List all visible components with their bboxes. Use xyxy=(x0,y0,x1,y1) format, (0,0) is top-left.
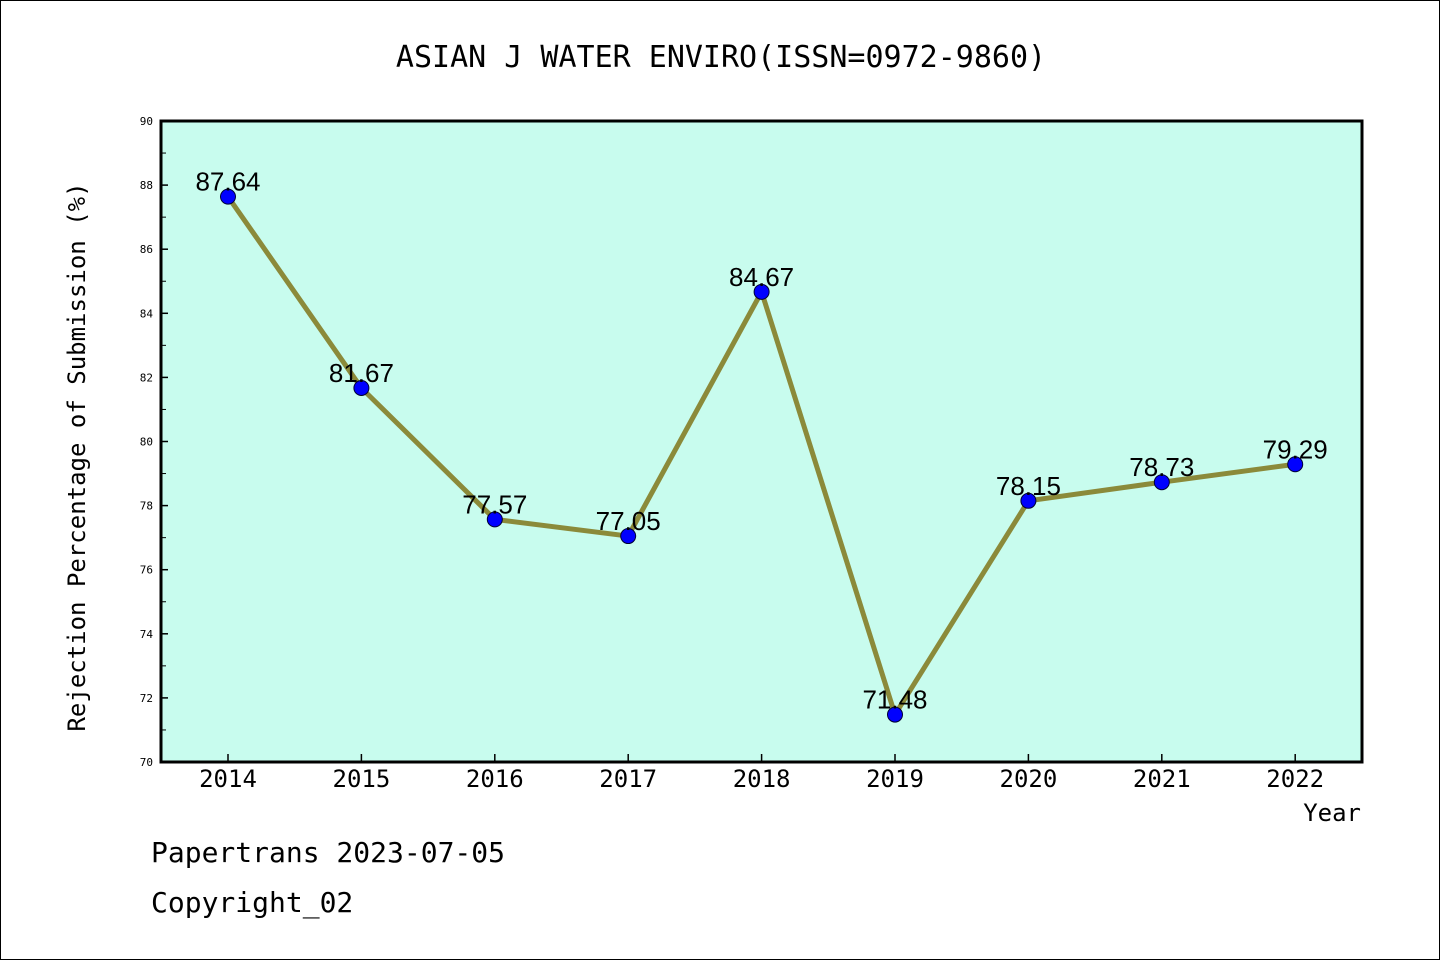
data-point-2020 xyxy=(1020,492,1037,509)
plot-border xyxy=(159,119,1364,764)
y-tick-label: 80 xyxy=(140,436,153,449)
data-point-2019 xyxy=(887,706,903,723)
data-point-2017 xyxy=(620,528,637,545)
x-tick-label: 2021 xyxy=(1133,765,1191,793)
y-tick-label: 78 xyxy=(140,500,153,513)
data-point-2021 xyxy=(1153,474,1170,491)
x-tick-label: 2014 xyxy=(199,765,257,793)
y-tick-label: 84 xyxy=(140,307,154,320)
data-label-2015: 81.67 xyxy=(329,358,394,388)
data-point-2018 xyxy=(753,283,770,300)
data-label-2021: 78.73 xyxy=(1129,452,1194,482)
x-tick-label: 2015 xyxy=(333,765,391,793)
x-axis: 2014 2015 2016 2017 2018 2019 2020 2021 2022 xyxy=(199,754,1324,793)
x-tick-label: 2018 xyxy=(733,765,791,793)
footer-copyright: Copyright_02 xyxy=(151,886,354,919)
data-point-2022 xyxy=(1287,456,1304,473)
data-point-2015 xyxy=(353,379,370,396)
y-tick-label: 90 xyxy=(140,115,153,128)
data-labels: 87.64 81.67 77.57 77.05 84.67 71.48 78.15 78.73… xyxy=(195,167,1327,715)
x-axis-label: Year xyxy=(1303,799,1361,827)
x-tick-label: 2016 xyxy=(466,765,524,793)
y-axis: 70 72 74 76 78 80 82 84 86 88 90 xyxy=(140,115,168,769)
x-tick-label: 2022 xyxy=(1266,765,1324,793)
data-points xyxy=(220,188,1304,723)
data-label-2014: 87.64 xyxy=(195,167,260,197)
x-tick-label: 2019 xyxy=(866,765,924,793)
data-label-2020: 78.15 xyxy=(996,471,1061,501)
data-label-2022: 79.29 xyxy=(1263,434,1328,464)
data-label-2018: 84.67 xyxy=(729,262,794,292)
y-tick-label: 88 xyxy=(140,179,153,192)
data-point-2016 xyxy=(486,511,503,528)
chart-title: ASIAN J WATER ENVIRO(ISSN=0972-9860) xyxy=(396,40,1046,75)
y-axis-label: Rejection Percentage of Submission (%) xyxy=(63,182,91,731)
footer-source: Papertrans 2023-07-05 xyxy=(151,836,506,869)
y-tick-label: 74 xyxy=(140,628,154,641)
data-label-2016: 77.57 xyxy=(462,489,527,519)
data-label-2017: 77.05 xyxy=(596,506,661,536)
y-tick-label: 76 xyxy=(140,564,153,577)
y-tick-label: 86 xyxy=(140,243,153,256)
plot-area xyxy=(161,121,1362,762)
data-label-2019: 71.48 xyxy=(862,685,927,715)
data-point-2014 xyxy=(220,188,236,205)
x-tick-label: 2017 xyxy=(599,765,657,793)
y-tick-label: 82 xyxy=(140,371,153,384)
x-tick-label: 2020 xyxy=(1000,765,1058,793)
y-tick-label: 72 xyxy=(140,692,153,705)
y-tick-label: 70 xyxy=(140,756,153,769)
